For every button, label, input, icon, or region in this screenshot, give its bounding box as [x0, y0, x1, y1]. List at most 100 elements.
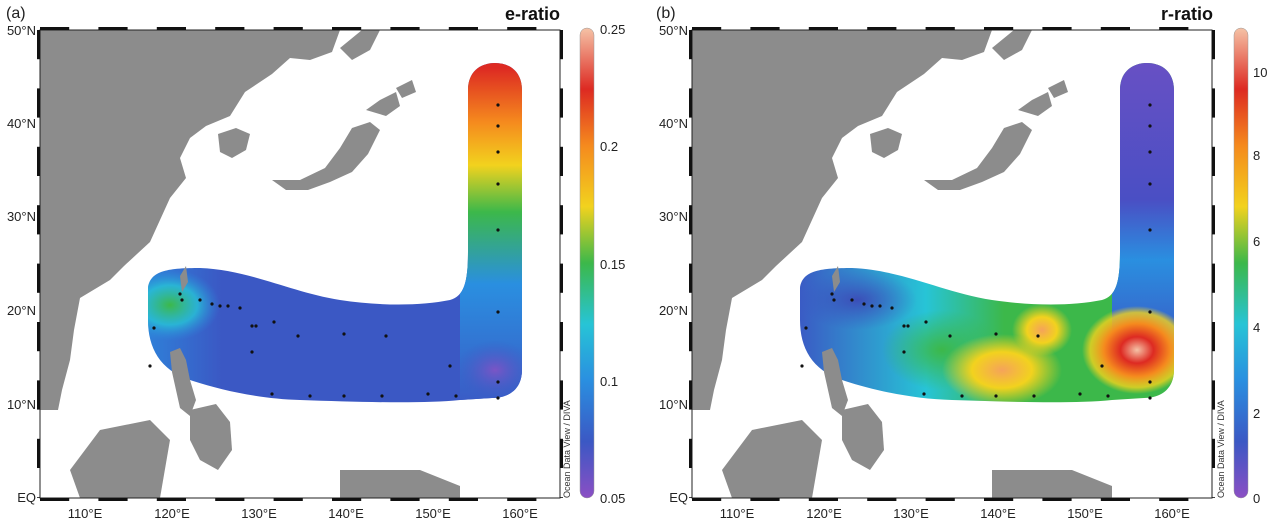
- frame-segment: [560, 380, 563, 410]
- frame-segment: [390, 27, 420, 30]
- frame-segment: [750, 27, 780, 30]
- frame-segment: [689, 438, 692, 468]
- frame-segment: [1159, 498, 1189, 501]
- panel-tag: (a): [6, 5, 26, 22]
- colorbar: 10 8 6 4 2 0 Ocean Data View / DIVA: [1216, 27, 1267, 506]
- frame-segment: [1212, 322, 1215, 352]
- lat-label: EQ: [17, 490, 36, 505]
- frame-segment: [689, 263, 692, 293]
- lat-label: 20°N: [7, 303, 36, 318]
- colorbar-ticks: 0.25 0.2 0.15 0.1 0.05: [600, 22, 625, 506]
- frame-segment: [507, 27, 537, 30]
- colorbar-ticks: 10 8 6 4 2 0: [1253, 65, 1267, 506]
- frame-segment: [1042, 498, 1072, 501]
- credit-label: Ocean Data View / DIVA: [1216, 400, 1226, 498]
- credit-label: Ocean Data View / DIVA: [562, 400, 572, 498]
- panel-tag: (b): [656, 5, 676, 22]
- lat-label: 20°N: [659, 303, 688, 318]
- frame-segment: [1100, 498, 1130, 501]
- frame-segment: [692, 498, 722, 501]
- frame-segment: [273, 27, 303, 30]
- lat-label: 30°N: [7, 209, 36, 224]
- frame-segment: [37, 30, 40, 60]
- panel-e-ratio: (a) e-ratio 50°N 40°N 30°N 20°N 10°N EQ …: [6, 4, 625, 521]
- colorbar-tick: 4: [1253, 320, 1260, 335]
- frame-segment: [1212, 438, 1215, 468]
- frame-segment: [332, 27, 362, 30]
- frame-segment: [98, 498, 128, 501]
- map-frame: [689, 27, 1215, 501]
- colorbar-tick: 0.1: [600, 374, 618, 389]
- frame-segment: [560, 263, 563, 293]
- frame-segment: [37, 438, 40, 468]
- colorbar-tick: 0.05: [600, 491, 625, 506]
- frame-segment: [332, 498, 362, 501]
- frame-segment: [560, 88, 563, 118]
- lon-label: 110°E: [68, 506, 103, 521]
- colorbar-tick: 8: [1253, 148, 1260, 163]
- lon-label: 140°E: [328, 506, 364, 521]
- frame-segment: [448, 27, 478, 30]
- panel-title: e-ratio: [505, 4, 560, 24]
- lon-label: 160°E: [502, 506, 538, 521]
- frame-segment: [925, 27, 955, 30]
- frame-segment: [689, 146, 692, 176]
- colorbar-tick: 6: [1253, 234, 1260, 249]
- colorbar-tick: 0.15: [600, 257, 625, 272]
- frame-segment: [689, 322, 692, 352]
- lat-label: 30°N: [659, 209, 688, 224]
- frame-segment: [984, 498, 1014, 501]
- frame-segment: [1212, 146, 1215, 176]
- lon-label: 150°E: [1067, 506, 1103, 521]
- frame-segment: [689, 380, 692, 410]
- map-frame: [37, 27, 563, 501]
- lon-label: 120°E: [154, 506, 190, 521]
- latitude-labels: 50°N 40°N 30°N 20°N 10°N EQ: [659, 23, 688, 505]
- map-area: [37, 27, 563, 501]
- frame-segment: [1212, 497, 1215, 498]
- lon-label: 150°E: [415, 506, 451, 521]
- frame-segment: [808, 498, 838, 501]
- frame-segment: [692, 27, 722, 30]
- frame-segment: [1212, 30, 1215, 60]
- frame-segment: [867, 27, 897, 30]
- frame-segment: [1042, 27, 1072, 30]
- frame-segment: [689, 205, 692, 235]
- colorbar-tick: 0.25: [600, 22, 625, 37]
- colorbar-tick: 2: [1253, 406, 1260, 421]
- lat-label: 50°N: [659, 23, 688, 38]
- colorbar-tick: 0.2: [600, 139, 618, 154]
- frame-segment: [215, 498, 245, 501]
- frame-segment: [689, 30, 692, 60]
- lon-label: 130°E: [893, 506, 929, 521]
- lat-label: EQ: [669, 490, 688, 505]
- colorbar: 0.25 0.2 0.15 0.1 0.05 Ocean Data View /…: [562, 22, 625, 506]
- frame-segment: [215, 27, 245, 30]
- frame-segment: [925, 498, 955, 501]
- frame-segment: [1212, 263, 1215, 293]
- longitude-labels: 110°E 120°E 130°E 140°E 150°E 160°E: [720, 506, 1190, 521]
- frame-segment: [448, 498, 478, 501]
- frame-segment: [37, 205, 40, 235]
- frame-segment: [37, 497, 40, 498]
- frame-segment: [1212, 88, 1215, 118]
- lon-label: 140°E: [980, 506, 1016, 521]
- frame-segment: [37, 263, 40, 293]
- map-area: [689, 27, 1215, 501]
- frame-segment: [750, 498, 780, 501]
- frame-segment: [1212, 205, 1215, 235]
- panel-title: r-ratio: [1161, 4, 1213, 24]
- panel-r-ratio: (b) r-ratio 50°N 40°N 30°N 20°N 10°N EQ …: [656, 4, 1267, 521]
- frame-segment: [37, 380, 40, 410]
- colorbar-tick: 10: [1253, 65, 1267, 80]
- frame-segment: [689, 88, 692, 118]
- frame-segment: [560, 30, 563, 60]
- lon-label: 120°E: [806, 506, 842, 521]
- lat-label: 40°N: [659, 116, 688, 131]
- frame-segment: [37, 146, 40, 176]
- frame-segment: [156, 498, 186, 501]
- frame-segment: [156, 27, 186, 30]
- lat-label: 10°N: [7, 397, 36, 412]
- frame-segment: [273, 498, 303, 501]
